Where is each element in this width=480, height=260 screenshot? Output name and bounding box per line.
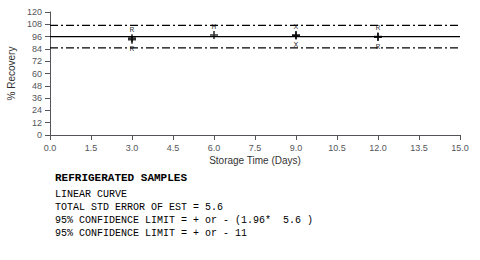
svg-text:95% CONFIDENCE LIMIT = + or -: 95% CONFIDENCE LIMIT = + or - (1.96* 5.6… bbox=[55, 215, 313, 226]
svg-text:84: 84 bbox=[32, 44, 42, 54]
svg-text:10.5: 10.5 bbox=[328, 143, 346, 153]
svg-text:12: 12 bbox=[32, 118, 42, 128]
svg-text:% Recovery: % Recovery bbox=[6, 47, 17, 101]
svg-text:48: 48 bbox=[32, 81, 42, 91]
svg-text:7.5: 7.5 bbox=[249, 143, 262, 153]
svg-text:TOTAL STD ERROR OF EST = 5.6: TOTAL STD ERROR OF EST = 5.6 bbox=[55, 202, 223, 213]
svg-text:13.5: 13.5 bbox=[410, 143, 428, 153]
svg-text:108: 108 bbox=[27, 19, 42, 29]
svg-text:X: X bbox=[294, 22, 299, 31]
svg-text:0: 0 bbox=[37, 130, 42, 140]
svg-text:R: R bbox=[376, 23, 381, 32]
svg-text:X: X bbox=[293, 40, 299, 50]
svg-text:1.5: 1.5 bbox=[85, 143, 98, 153]
svg-text:LINEAR CURVE: LINEAR CURVE bbox=[55, 189, 127, 200]
svg-text:95% CONFIDENCE LIMIT = + or -: 95% CONFIDENCE LIMIT = + or - 11 bbox=[55, 228, 247, 239]
svg-text:12.0: 12.0 bbox=[369, 143, 387, 153]
svg-text:6.0: 6.0 bbox=[208, 143, 221, 153]
svg-text:9.0: 9.0 bbox=[290, 143, 303, 153]
svg-text:72: 72 bbox=[32, 56, 42, 66]
svg-text:Storage Time (Days): Storage Time (Days) bbox=[209, 155, 301, 166]
svg-text:36: 36 bbox=[32, 93, 42, 103]
svg-text:H: H bbox=[212, 22, 217, 31]
svg-text:15.0: 15.0 bbox=[451, 143, 469, 153]
svg-text:REFRIGERATED SAMPLES: REFRIGERATED SAMPLES bbox=[55, 172, 187, 184]
svg-text:60: 60 bbox=[32, 69, 42, 79]
svg-text:4.5: 4.5 bbox=[167, 143, 180, 153]
svg-text:0.0: 0.0 bbox=[44, 143, 57, 153]
svg-text:3.0: 3.0 bbox=[126, 143, 139, 153]
svg-text:R: R bbox=[376, 42, 381, 51]
svg-text:24: 24 bbox=[32, 105, 42, 115]
svg-text:96: 96 bbox=[32, 32, 42, 42]
svg-text:120: 120 bbox=[27, 7, 42, 17]
svg-text:R: R bbox=[130, 25, 135, 34]
svg-text:R: R bbox=[130, 44, 135, 53]
